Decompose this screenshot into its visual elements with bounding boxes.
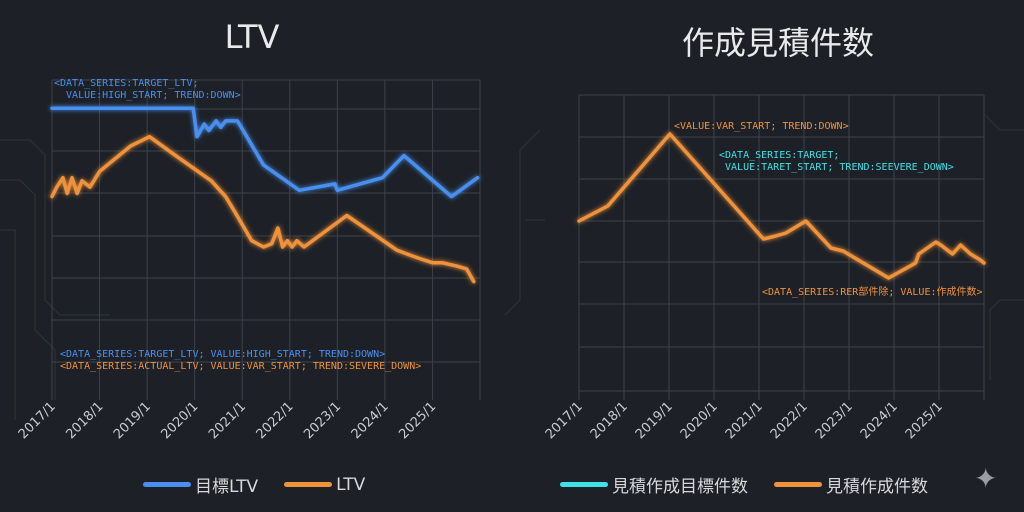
x-tick-label: 2021/1 bbox=[723, 399, 766, 442]
ltv-legend: 目標LTV LTV bbox=[143, 472, 381, 497]
grid bbox=[51, 79, 481, 400]
estimate-count-chart-title: 作成見積件数 bbox=[681, 24, 874, 62]
sparkle-icon: ✦ bbox=[974, 462, 998, 495]
series-line-見積作成件数 bbox=[577, 132, 986, 280]
x-tick-label: 2017/1 bbox=[16, 399, 59, 442]
series-line-LTV bbox=[50, 134, 476, 284]
x-tick-label: 2021/1 bbox=[206, 399, 249, 442]
legend-label: 目標LTV bbox=[195, 477, 259, 497]
ltv-top-annotation: <DATA_SERIES:TARGET_LTV; VALUE:HIGH_STAR… bbox=[54, 78, 241, 101]
legend-swatch bbox=[774, 482, 822, 487]
count-target-annotation: <DATA_SERIES:TARGET; VALUE:TARET_START; … bbox=[719, 150, 954, 173]
x-tick-label: 2024/1 bbox=[858, 399, 901, 442]
count-series-annotation: <DATA_SERIES:RER部件除; VALUE:作成件数> bbox=[762, 287, 983, 298]
count-peak-annotation: <VALUE:VAR_START; TREND:DOWN> bbox=[674, 121, 849, 132]
legend-label: 見積作成件数 bbox=[826, 477, 928, 497]
x-tick-label: 2020/1 bbox=[678, 399, 721, 442]
x-tick-label: 2023/1 bbox=[301, 399, 344, 442]
ltv-bottom-annotation-target: <DATA_SERIES:TARGET_LTV; VALUE:HIGH_STAR… bbox=[60, 349, 386, 360]
x-tick-label: 2023/1 bbox=[813, 399, 856, 442]
legend-item-count[interactable]: 見積作成件数 bbox=[774, 472, 928, 497]
legend-swatch bbox=[143, 482, 191, 487]
x-tick-label: 2020/1 bbox=[159, 399, 202, 442]
x-tick-label: 2017/1 bbox=[543, 399, 586, 442]
x-tick-label: 2022/1 bbox=[768, 399, 811, 442]
legend-swatch bbox=[284, 482, 333, 487]
ltv-chart-title: LTV bbox=[224, 18, 280, 56]
legend-label: 見積作成目標件数 bbox=[612, 477, 748, 497]
x-tick-label: 2025/1 bbox=[903, 399, 946, 442]
x-tick-label: 2022/1 bbox=[254, 399, 297, 442]
series-line-目標LTV bbox=[50, 106, 480, 199]
estimate-count-chart: 2017/1 2018/1 2019/1 2020/1 2021/1 2022/1 2023… bbox=[543, 94, 986, 442]
x-tick-label: 2018/1 bbox=[63, 399, 106, 442]
ltv-chart: 2017/1 2018/1 2019/1 2020/1 2021/1 2022/1 2023… bbox=[16, 79, 481, 442]
circuit-decoration bbox=[0, 114, 1024, 420]
legend-item-target-count[interactable]: 見積作成目標件数 bbox=[560, 472, 748, 497]
legend-swatch bbox=[560, 482, 608, 487]
count-legend: 見積作成目標件数 見積作成件数 bbox=[560, 472, 944, 497]
legend-label: LTV bbox=[336, 474, 366, 495]
ltv-bottom-annotation-actual: <DATA_SERIES:ACTUAL_LTV; VALUE:VAR_START… bbox=[60, 361, 422, 372]
legend-item-target-ltv[interactable]: 目標LTV bbox=[143, 472, 258, 497]
x-tick-label: 2019/1 bbox=[111, 399, 154, 442]
x-tick-label: 2024/1 bbox=[349, 399, 392, 442]
x-tick-label: 2019/1 bbox=[633, 399, 676, 442]
x-tick-label: 2025/1 bbox=[396, 399, 439, 442]
grid bbox=[578, 94, 985, 400]
legend-item-ltv[interactable]: LTV bbox=[284, 475, 365, 495]
x-tick-label: 2018/1 bbox=[588, 399, 631, 442]
